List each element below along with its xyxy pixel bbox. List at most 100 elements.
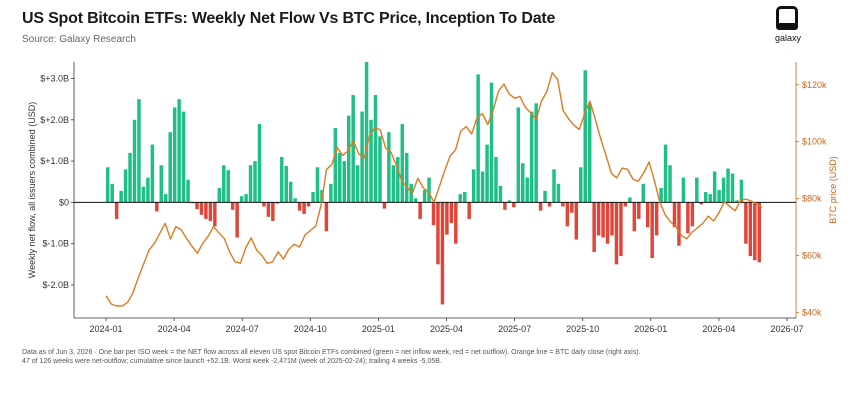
flow-bar — [552, 169, 556, 203]
flow-bar — [753, 202, 757, 261]
flow-bar — [757, 202, 762, 263]
flow-bar — [654, 202, 659, 236]
flow-bar — [333, 128, 338, 203]
flow-bar — [239, 196, 244, 203]
flow-bar — [222, 165, 226, 203]
flow-bar — [396, 156, 400, 203]
flow-bar — [141, 186, 146, 203]
flow-bar — [485, 144, 489, 203]
flow-bar — [681, 177, 686, 203]
flow-bar — [645, 202, 650, 228]
flow-bar — [498, 185, 503, 203]
flow-bar — [271, 202, 275, 221]
flow-bar — [748, 202, 753, 257]
flow-bar — [329, 183, 333, 203]
x-tick-label: 2024-04 — [158, 324, 191, 334]
flow-bar — [311, 192, 315, 203]
x-tick-label: 2024-01 — [89, 324, 122, 334]
flow-bar — [248, 165, 253, 203]
chart-title: US Spot Bitcoin ETFs: Weekly Net Flow Vs… — [22, 10, 556, 27]
flow-bar — [338, 152, 342, 203]
flow-bar — [413, 198, 418, 203]
flow-bar — [699, 202, 703, 205]
flow-bar — [547, 202, 552, 207]
flow-bar — [195, 202, 199, 209]
flow-bar — [744, 202, 748, 244]
flow-bar — [730, 173, 735, 203]
flow-bar — [181, 111, 186, 203]
y-tick-label-right: $40k — [802, 307, 822, 317]
flow-bar — [123, 169, 128, 203]
flow-bar — [208, 202, 213, 221]
flow-bar — [641, 183, 645, 203]
flow-bar — [619, 202, 623, 257]
flow-bar — [427, 177, 431, 203]
flow-bar — [507, 200, 512, 203]
flow-bar — [378, 136, 382, 203]
y-axis-label-left: Weekly net flow, all issuers combined (U… — [27, 102, 37, 278]
flow-bar — [119, 190, 123, 203]
flow-bar — [712, 171, 717, 203]
flow-bar — [538, 202, 543, 211]
flow-bar — [534, 103, 538, 203]
y-tick-label-right: $80k — [802, 194, 822, 204]
flow-bar — [373, 95, 378, 203]
y-tick-label-left: $0 — [59, 197, 69, 207]
y-tick-label-right: $100k — [802, 137, 827, 147]
y-tick-label-right: $60k — [802, 250, 822, 260]
flow-bar — [471, 169, 476, 203]
flow-bar — [650, 202, 654, 259]
flow-bar — [262, 202, 266, 207]
flow-bar — [516, 107, 521, 203]
galaxy-logo-text: galaxy — [774, 33, 801, 43]
flow-bar — [159, 165, 164, 203]
x-tick-label: 2025-07 — [498, 324, 531, 334]
flow-bar — [587, 103, 592, 203]
flow-bar — [226, 170, 230, 203]
flow-bar — [525, 177, 529, 203]
flow-bar — [623, 202, 628, 207]
flow-bar — [467, 202, 471, 219]
flow-bar — [489, 82, 494, 203]
flow-bar — [512, 202, 516, 208]
btc-price-path — [105, 71, 763, 307]
flow-bar — [717, 190, 721, 203]
x-tick-label: 2025-04 — [430, 324, 463, 334]
btc-price-line — [105, 71, 763, 307]
chart-footnote: Data as of Jun 3, 2026 · One bar per ISO… — [22, 349, 641, 365]
flow-bar — [293, 198, 297, 203]
chart-axes — [71, 62, 799, 321]
flow-bar — [110, 183, 114, 203]
flow-bar — [458, 194, 463, 203]
flow-bar — [355, 165, 360, 203]
galaxy-logo-icon — [776, 6, 798, 30]
flow-bar — [177, 99, 181, 203]
chart-source: Source: Galaxy Research — [22, 34, 136, 45]
flow-bar — [543, 190, 547, 203]
flow-bar — [297, 202, 302, 211]
flow-bar — [369, 119, 373, 203]
flow-bar — [302, 202, 306, 214]
flow-bar — [168, 132, 172, 203]
flow-bar — [463, 192, 467, 203]
y-axis-label-right: BTC price (USD) — [828, 156, 838, 224]
flow-bar — [556, 183, 561, 203]
flow-bar — [529, 111, 534, 203]
flow-bar — [614, 202, 619, 265]
flow-bar — [659, 187, 663, 203]
flow-bar — [596, 202, 601, 236]
flow-bar — [128, 152, 132, 203]
axis-labels: $-2.0B $-1.0B $0 $+1.0B $+2.0B $+3.0B $40k $60k… — [27, 74, 838, 334]
flow-bar — [726, 168, 730, 203]
x-tick-label: 2026-04 — [702, 324, 735, 334]
x-tick-label: 2026-07 — [770, 324, 803, 334]
flow-bar — [404, 152, 409, 203]
flow-bar — [400, 123, 405, 203]
flow-bar — [592, 202, 596, 252]
y-tick-label-right: $120k — [802, 80, 827, 90]
flow-bar — [235, 202, 239, 238]
flow-bar — [244, 194, 248, 203]
flow-bar — [583, 70, 587, 203]
flow-bar — [431, 202, 436, 226]
flow-bar — [735, 200, 739, 203]
